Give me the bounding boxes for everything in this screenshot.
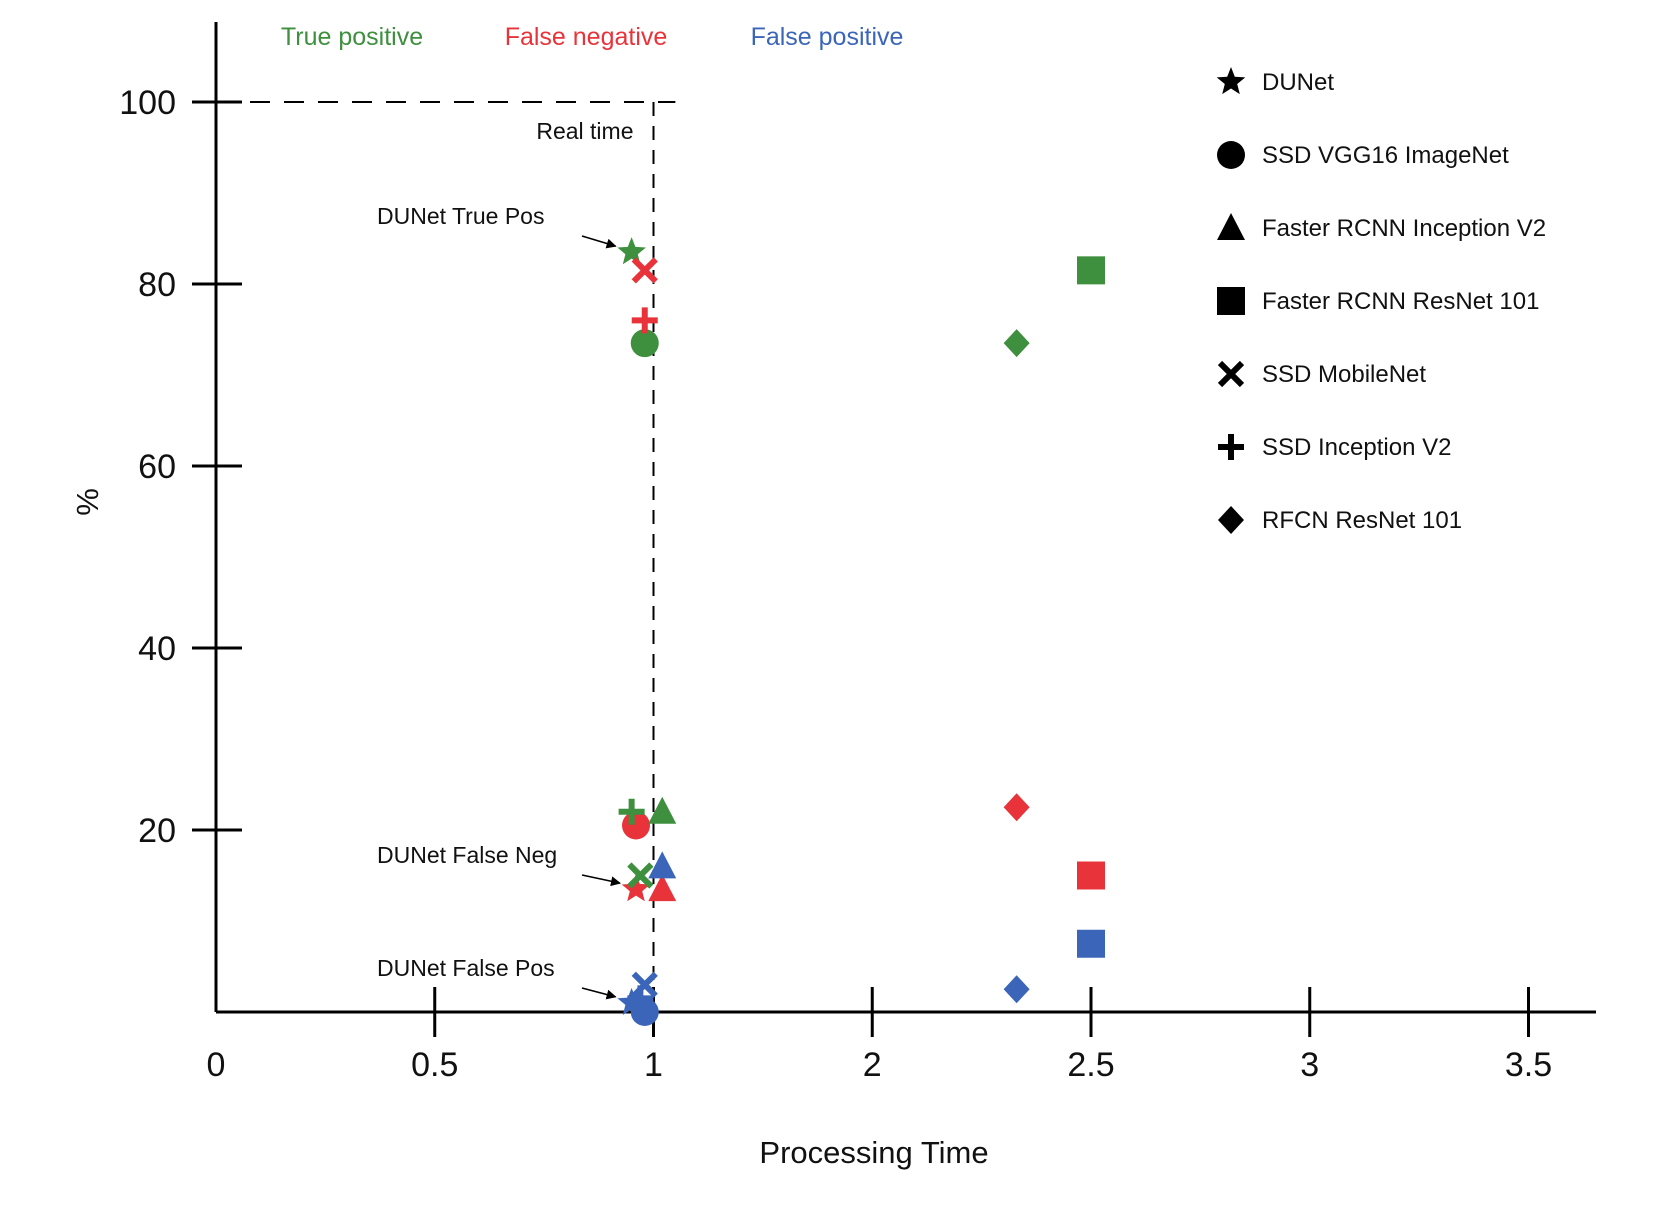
point-dunet-fn	[621, 874, 651, 902]
y-axis-title: %	[70, 488, 105, 516]
point-ssd_mobilenet-fn	[631, 257, 658, 284]
point-rfcn_res101-fp	[1003, 975, 1030, 1004]
class-legend-tp: True positive	[281, 23, 423, 51]
annotations: DUNet True Pos DUNet False Neg DUNet False…	[377, 203, 621, 1000]
point-ssd_vgg16-fn	[622, 811, 650, 840]
x-axis-title: Processing Time	[759, 1135, 988, 1170]
class-legend: True positive False negative False positiv…	[281, 23, 904, 51]
real-time-label: Real time	[536, 118, 633, 144]
legend-item-ssd_incv2: SSD Inception V2	[1218, 434, 1451, 461]
point-rfcn_res101-fn	[1003, 793, 1030, 822]
legend-label: RFCN ResNet 101	[1262, 507, 1462, 534]
annotation-label: DUNet False Pos	[377, 955, 555, 981]
legend-label: SSD VGG16 ImageNet	[1262, 142, 1509, 169]
y-tick-label: 80	[138, 266, 176, 304]
annotation-label: DUNet True Pos	[377, 203, 544, 229]
y-tick-label: 100	[119, 84, 176, 122]
point-rfcn_res101-tp	[1003, 329, 1030, 358]
y-tick-label: 40	[138, 630, 176, 668]
point-dunet-tp	[617, 237, 646, 265]
x-tick-label: 3.5	[1505, 1046, 1552, 1084]
annotation-arrow	[581, 874, 621, 887]
point-frcnn_incv2-fn	[648, 874, 677, 902]
legend: DUNet SSD VGG16 ImageNet Faster RCNN Incep…	[1216, 67, 1546, 534]
axes	[214, 22, 1596, 1014]
point-ssd_vgg16-tp	[630, 329, 659, 358]
x-tick-label: 0.5	[411, 1046, 458, 1084]
legend-label: Faster RCNN Inception V2	[1262, 215, 1546, 242]
y-tick-label: 60	[138, 448, 176, 486]
legend-item-frcnn_res101: Faster RCNN ResNet 101	[1217, 287, 1539, 315]
legend-marker-ssd_vgg16	[1217, 141, 1245, 169]
class-legend-fn: False negative	[505, 23, 668, 51]
x-tick-label: 0	[207, 1046, 226, 1084]
legend-item-rfcn_res101: RFCN ResNet 101	[1218, 506, 1462, 534]
annotation-arrow	[581, 987, 617, 1000]
legend-marker-frcnn_incv2	[1217, 213, 1245, 240]
legend-label: SSD MobileNet	[1262, 361, 1426, 388]
point-ssd_incv2-fp	[627, 985, 654, 1012]
legend-marker-ssd_mobilenet	[1217, 360, 1245, 388]
legend-label: DUNet	[1262, 69, 1334, 96]
x-tick-label: 1	[644, 1046, 663, 1084]
point-ssd_incv2-fn	[631, 307, 658, 334]
legend-marker-frcnn_res101	[1217, 287, 1245, 315]
point-ssd_mobilenet-tp	[627, 862, 654, 889]
point-ssd_mobilenet-fp	[631, 971, 658, 998]
x-tick-label: 2.5	[1067, 1046, 1114, 1084]
legend-marker-rfcn_res101	[1218, 506, 1244, 534]
legend-item-ssd_vgg16: SSD VGG16 ImageNet	[1217, 141, 1509, 169]
legend-marker-ssd_incv2	[1218, 434, 1244, 460]
point-ssd_vgg16-fp	[630, 998, 659, 1026]
x-tick-label: 3	[1300, 1046, 1319, 1084]
data-points	[617, 237, 1105, 1026]
point-ssd_incv2-tp	[618, 798, 645, 825]
x-tick-label: 2	[863, 1046, 882, 1084]
point-frcnn_res101-fn	[1077, 861, 1105, 890]
legend-item-dunet: DUNet	[1216, 67, 1334, 96]
annotation-label: DUNet False Neg	[377, 842, 557, 868]
annotation-arrow	[581, 235, 617, 249]
ticks: 20 40 60 80 100 0 0.5 1 2 2.5 3 3.5	[119, 84, 1552, 1084]
point-frcnn_res101-fp	[1077, 929, 1105, 958]
reference-lines: Real time	[216, 101, 676, 1012]
legend-item-frcnn_incv2: Faster RCNN Inception V2	[1217, 213, 1546, 242]
class-legend-fp: False positive	[751, 23, 904, 51]
point-frcnn_incv2-fp	[648, 851, 677, 879]
legend-label: SSD Inception V2	[1262, 434, 1451, 461]
y-tick-label: 20	[138, 812, 176, 850]
legend-marker-dunet	[1216, 67, 1246, 95]
legend-label: Faster RCNN ResNet 101	[1262, 288, 1539, 315]
legend-item-ssd_mobilenet: SSD MobileNet	[1217, 360, 1426, 388]
point-frcnn_res101-tp	[1077, 256, 1105, 285]
point-dunet-fp	[617, 987, 646, 1015]
point-frcnn_incv2-tp	[648, 796, 677, 824]
